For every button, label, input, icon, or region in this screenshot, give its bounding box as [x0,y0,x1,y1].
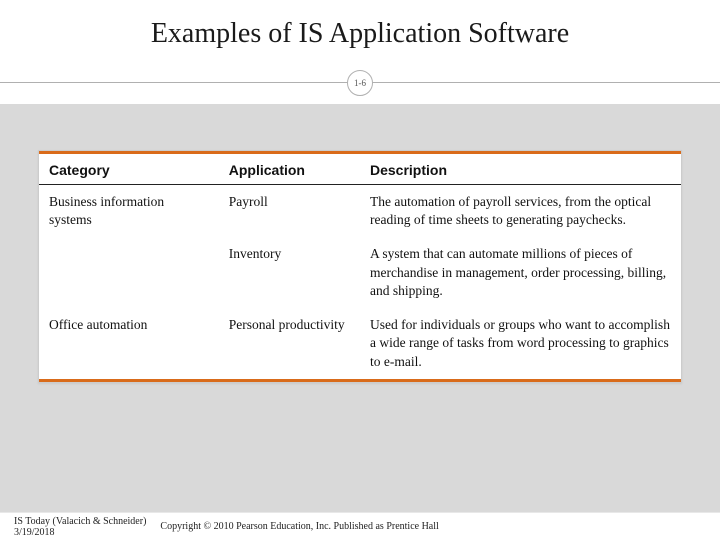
cell-description: Used for individuals or groups who want … [360,308,681,380]
table-header-row: Category Application Description [39,153,681,185]
cell-category: Business information systems [39,185,219,238]
cell-category [39,237,219,308]
page-title: Examples of IS Application Software [0,0,720,58]
title-rule: 1-6 [0,64,720,104]
col-header-application: Application [219,153,360,185]
table: Category Application Description Busines… [39,151,681,382]
col-header-description: Description [360,153,681,185]
cell-application: Inventory [219,237,360,308]
cell-description: A system that can automate millions of p… [360,237,681,308]
footer: IS Today (Valacich & Schneider)3/19/2018… [0,512,720,540]
col-header-category: Category [39,153,219,185]
footer-copyright: Copyright © 2010 Pearson Education, Inc.… [160,521,438,532]
table-row: Business information systems Payroll The… [39,185,681,238]
page-number-badge: 1-6 [347,70,373,96]
footer-source: IS Today (Valacich & Schneider)3/19/2018 [14,516,146,538]
footer-date: 3/19/2018 [14,527,55,538]
cell-description: The automation of payroll services, from… [360,185,681,238]
cell-application: Personal productivity [219,308,360,380]
slide: Examples of IS Application Software 1-6 … [0,0,720,540]
table-row: Inventory A system that can automate mil… [39,237,681,308]
cell-category: Office automation [39,308,219,380]
software-table: Category Application Description Busines… [38,150,682,383]
cell-application: Payroll [219,185,360,238]
table-row: Office automation Personal productivity … [39,308,681,380]
source-text: IS Today (Valacich & Schneider) [14,516,146,527]
